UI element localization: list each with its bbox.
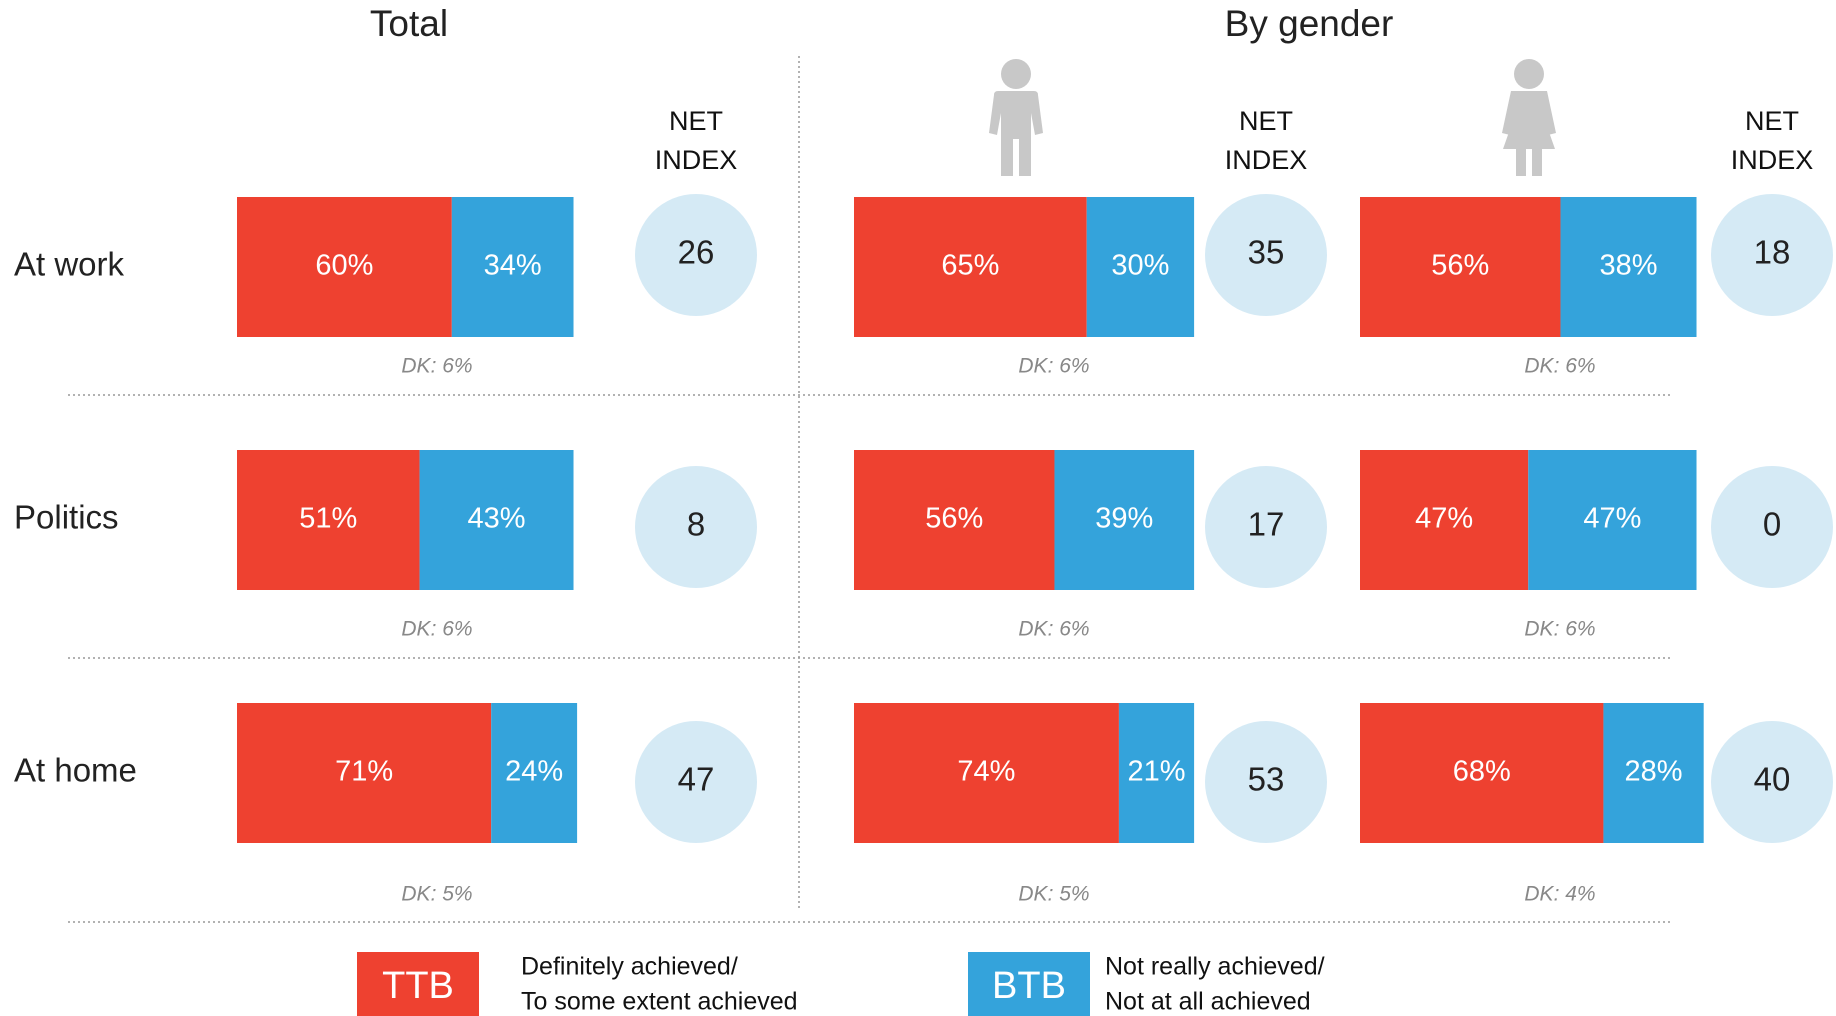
dk-label: DK: 6% xyxy=(401,618,472,641)
bar-value-label: 56% xyxy=(1431,250,1489,282)
bar-segment xyxy=(451,197,574,337)
net-index-circle xyxy=(1711,466,1833,588)
net-index-circle xyxy=(1205,721,1327,843)
legend-description: Not really achieved/ xyxy=(1105,953,1325,981)
bar-value-label: 38% xyxy=(1599,250,1657,282)
net-index-circle xyxy=(635,466,757,588)
net-index-circle xyxy=(1205,466,1327,588)
net-index-value: 17 xyxy=(1248,506,1285,543)
net-index-value: 40 xyxy=(1754,761,1791,798)
dk-label: DK: 6% xyxy=(1524,618,1595,641)
legend-description: Definitely achieved/ xyxy=(521,953,738,981)
panel-title: Total xyxy=(370,3,448,44)
dk-label: DK: 6% xyxy=(1018,618,1089,641)
legend-swatch xyxy=(357,952,479,1016)
bar-value-label: 68% xyxy=(1453,756,1511,788)
bar-segment xyxy=(1086,197,1195,337)
legend-description: To some extent achieved xyxy=(521,988,798,1016)
bar-segment xyxy=(237,450,420,590)
net-index-value: 18 xyxy=(1754,234,1791,271)
bar-segment xyxy=(1360,450,1529,590)
legend-swatch xyxy=(968,952,1090,1016)
bar-segment xyxy=(854,450,1055,590)
net-index-circle xyxy=(635,194,757,316)
bar-value-label: 28% xyxy=(1625,756,1683,788)
bar-value-label: 43% xyxy=(468,503,526,535)
net-index-value: 8 xyxy=(687,506,705,543)
bar-value-label: 47% xyxy=(1583,503,1641,535)
net-index-circle xyxy=(635,721,757,843)
bar-value-label: 71% xyxy=(335,756,393,788)
dk-label: DK: 5% xyxy=(401,883,472,906)
bar-value-label: 21% xyxy=(1127,756,1185,788)
bar-value-label: 60% xyxy=(315,250,373,282)
net-index-circle xyxy=(1205,194,1327,316)
bar-segment xyxy=(1360,703,1604,843)
net-index-value: 0 xyxy=(1763,506,1781,543)
bar-segment xyxy=(1560,197,1697,337)
legend-name: TTB xyxy=(382,965,454,1007)
legend-name: BTB xyxy=(992,965,1066,1007)
net-index-label: NET xyxy=(669,106,723,136)
net-index-value: 47 xyxy=(678,761,715,798)
bar-value-label: 65% xyxy=(941,250,999,282)
bar-value-label: 24% xyxy=(505,756,563,788)
net-index-label: INDEX xyxy=(1225,145,1308,175)
dk-label: DK: 4% xyxy=(1524,883,1595,906)
bar-value-label: 47% xyxy=(1415,503,1473,535)
bar-value-label: 51% xyxy=(299,503,357,535)
bar-value-label: 74% xyxy=(957,756,1015,788)
dk-label: DK: 6% xyxy=(1524,355,1595,378)
bar-segment xyxy=(1528,450,1697,590)
female-icon xyxy=(1502,59,1556,176)
dk-label: DK: 6% xyxy=(401,355,472,378)
row-label: At work xyxy=(14,246,125,283)
dk-label: DK: 5% xyxy=(1018,883,1089,906)
bar-segment xyxy=(1054,450,1195,590)
dk-label: DK: 6% xyxy=(1018,355,1089,378)
net-index-label: NET xyxy=(1239,106,1293,136)
bar-value-label: 56% xyxy=(925,503,983,535)
bar-segment xyxy=(237,197,452,337)
bar-value-label: 39% xyxy=(1095,503,1153,535)
bar-segment xyxy=(419,450,574,590)
bar-segment xyxy=(854,703,1119,843)
bar-segment xyxy=(854,197,1087,337)
bar-value-label: 30% xyxy=(1111,250,1169,282)
bar-segment xyxy=(1603,703,1704,843)
net-index-label: NET xyxy=(1745,106,1799,136)
male-icon xyxy=(989,59,1043,176)
legend-description: Not at all achieved xyxy=(1105,988,1311,1016)
bar-value-label: 34% xyxy=(484,250,542,282)
row-label: At home xyxy=(14,752,137,789)
bar-segment xyxy=(491,703,578,843)
net-index-circle xyxy=(1711,721,1833,843)
net-index-circle xyxy=(1711,194,1833,316)
bar-segment xyxy=(237,703,492,843)
gender-title: By gender xyxy=(1225,3,1394,44)
row-label: Politics xyxy=(14,499,119,536)
net-index-label: INDEX xyxy=(655,145,738,175)
net-index-label: INDEX xyxy=(1731,145,1814,175)
net-index-value: 35 xyxy=(1248,234,1285,271)
bar-segment xyxy=(1360,197,1561,337)
net-index-value: 53 xyxy=(1248,761,1285,798)
bar-segment xyxy=(1118,703,1195,843)
net-index-value: 26 xyxy=(678,234,715,271)
